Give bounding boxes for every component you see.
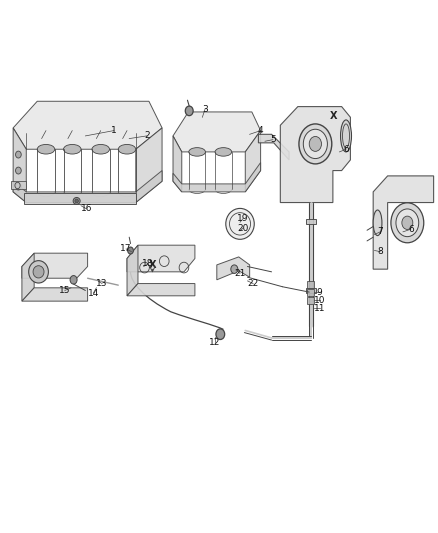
Ellipse shape bbox=[28, 261, 48, 283]
Ellipse shape bbox=[33, 265, 44, 278]
Ellipse shape bbox=[189, 148, 205, 156]
Polygon shape bbox=[136, 128, 162, 203]
Polygon shape bbox=[24, 193, 136, 204]
Polygon shape bbox=[245, 131, 261, 192]
Polygon shape bbox=[173, 163, 261, 192]
Ellipse shape bbox=[73, 197, 80, 204]
Polygon shape bbox=[22, 288, 88, 301]
Ellipse shape bbox=[16, 167, 21, 174]
Polygon shape bbox=[373, 176, 434, 269]
Ellipse shape bbox=[373, 210, 382, 236]
Polygon shape bbox=[22, 253, 34, 301]
Text: 16: 16 bbox=[81, 205, 92, 213]
Text: 20: 20 bbox=[237, 224, 249, 232]
Polygon shape bbox=[127, 284, 195, 296]
Polygon shape bbox=[217, 257, 250, 280]
Ellipse shape bbox=[299, 124, 332, 164]
Ellipse shape bbox=[92, 144, 110, 154]
Ellipse shape bbox=[216, 329, 225, 340]
Text: 6: 6 bbox=[343, 145, 349, 154]
Text: 2: 2 bbox=[144, 132, 149, 140]
Polygon shape bbox=[13, 101, 162, 149]
Ellipse shape bbox=[402, 216, 413, 230]
Polygon shape bbox=[127, 245, 195, 272]
Text: 5: 5 bbox=[270, 135, 276, 144]
Ellipse shape bbox=[64, 144, 81, 154]
Ellipse shape bbox=[185, 106, 193, 116]
Text: 3: 3 bbox=[202, 105, 208, 114]
Ellipse shape bbox=[341, 120, 352, 152]
Ellipse shape bbox=[396, 209, 419, 237]
Text: 19: 19 bbox=[237, 214, 249, 223]
Ellipse shape bbox=[70, 276, 77, 284]
Ellipse shape bbox=[391, 203, 424, 243]
Text: 8: 8 bbox=[377, 247, 383, 256]
Text: X: X bbox=[330, 111, 338, 121]
Text: 1: 1 bbox=[111, 126, 117, 135]
Text: 22: 22 bbox=[247, 279, 259, 288]
Polygon shape bbox=[280, 107, 350, 203]
Polygon shape bbox=[22, 253, 88, 278]
Text: 6: 6 bbox=[408, 225, 414, 233]
Text: 18: 18 bbox=[142, 260, 154, 268]
Ellipse shape bbox=[309, 136, 321, 151]
Text: 13: 13 bbox=[96, 279, 108, 288]
Text: 12: 12 bbox=[209, 338, 220, 346]
Polygon shape bbox=[307, 289, 314, 296]
Ellipse shape bbox=[226, 208, 254, 239]
Text: 21: 21 bbox=[234, 269, 246, 278]
Ellipse shape bbox=[16, 151, 21, 158]
Text: 17: 17 bbox=[120, 245, 132, 253]
Text: 14: 14 bbox=[88, 289, 99, 297]
Polygon shape bbox=[13, 171, 162, 203]
Polygon shape bbox=[13, 128, 26, 203]
Polygon shape bbox=[173, 112, 261, 152]
Ellipse shape bbox=[16, 183, 21, 190]
Text: 11: 11 bbox=[314, 304, 325, 312]
Ellipse shape bbox=[231, 265, 238, 273]
Ellipse shape bbox=[75, 199, 78, 203]
Polygon shape bbox=[173, 136, 182, 192]
Polygon shape bbox=[307, 297, 314, 304]
Polygon shape bbox=[306, 219, 316, 224]
Polygon shape bbox=[11, 181, 26, 189]
Ellipse shape bbox=[37, 144, 55, 154]
Text: 10: 10 bbox=[314, 296, 325, 304]
Text: X: X bbox=[148, 260, 156, 270]
Ellipse shape bbox=[303, 130, 328, 159]
Polygon shape bbox=[307, 281, 314, 288]
Polygon shape bbox=[127, 245, 138, 296]
Text: 7: 7 bbox=[377, 228, 383, 236]
Text: 4: 4 bbox=[258, 126, 263, 135]
Ellipse shape bbox=[128, 247, 133, 254]
Polygon shape bbox=[306, 288, 316, 293]
Text: 15: 15 bbox=[59, 286, 71, 295]
Ellipse shape bbox=[215, 148, 232, 156]
Polygon shape bbox=[258, 134, 289, 160]
Text: 9: 9 bbox=[317, 288, 323, 296]
Ellipse shape bbox=[118, 144, 136, 154]
